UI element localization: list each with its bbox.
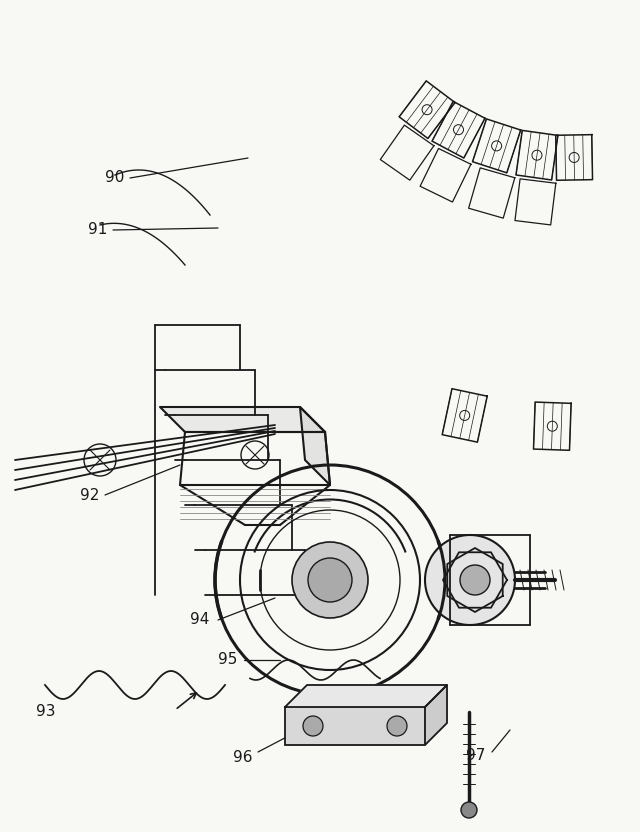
Polygon shape [300, 407, 330, 485]
Text: 95: 95 [218, 652, 237, 667]
Polygon shape [285, 685, 447, 707]
Text: 91: 91 [88, 222, 108, 237]
Circle shape [425, 535, 515, 625]
Circle shape [460, 565, 490, 595]
Text: 96: 96 [233, 750, 253, 765]
Polygon shape [425, 685, 447, 745]
Polygon shape [160, 407, 325, 432]
Text: 90: 90 [106, 171, 125, 186]
Text: 93: 93 [36, 705, 56, 720]
Bar [285, 707, 425, 745]
Text: 92: 92 [80, 488, 100, 503]
Circle shape [292, 542, 368, 618]
Circle shape [303, 716, 323, 736]
Text: 97: 97 [467, 749, 486, 764]
Text: 94: 94 [190, 612, 210, 627]
Circle shape [387, 716, 407, 736]
Circle shape [461, 802, 477, 818]
Circle shape [308, 558, 352, 602]
